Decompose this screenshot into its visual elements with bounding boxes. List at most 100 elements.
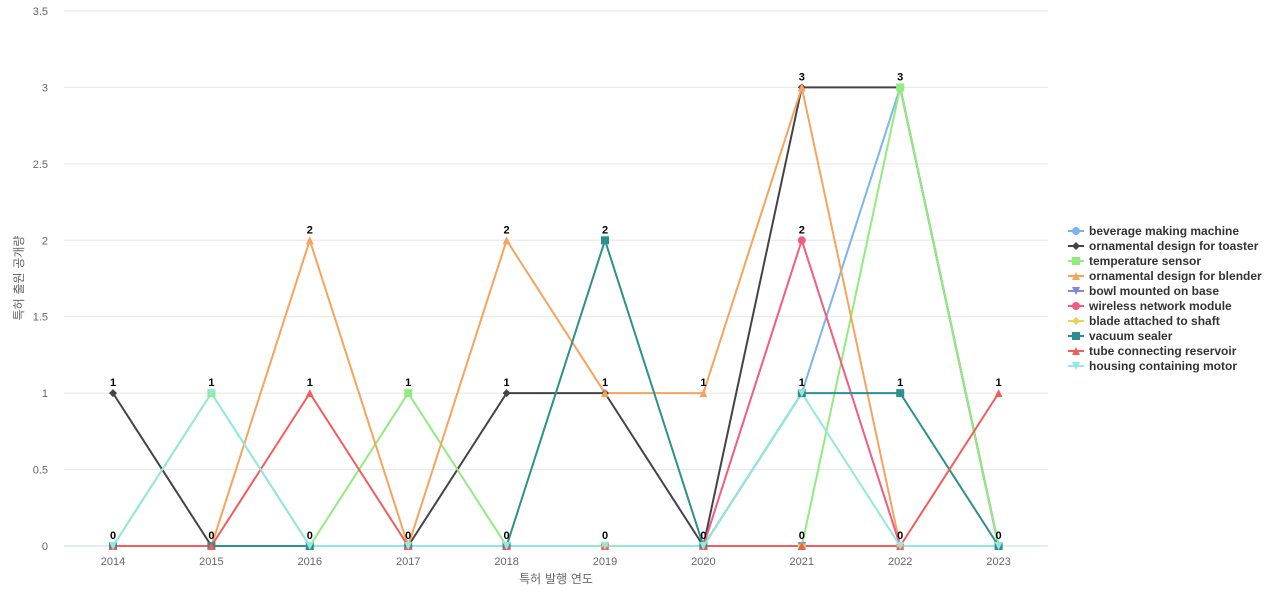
legend-marker xyxy=(1072,257,1080,265)
series-markers xyxy=(109,83,1003,550)
data-point xyxy=(601,236,609,245)
legend-item[interactable]: vacuum sealer xyxy=(1068,329,1173,343)
data-point xyxy=(404,389,413,398)
legend-label: blade attached to shaft xyxy=(1089,314,1220,328)
x-tick-label: 2016 xyxy=(298,556,322,568)
data-point xyxy=(109,542,117,550)
legend-label: bowl mounted on base xyxy=(1089,284,1219,298)
legend-item[interactable]: ornamental design for toaster xyxy=(1068,239,1259,253)
legend-item[interactable]: ornamental design for blender xyxy=(1068,269,1262,283)
legend-item[interactable]: wireless network module xyxy=(1068,299,1232,313)
data-point xyxy=(896,389,905,398)
data-label: 0 xyxy=(208,530,214,542)
data-label: 0 xyxy=(110,530,116,542)
legend-marker xyxy=(1072,362,1080,370)
data-point xyxy=(109,389,117,398)
data-label: 0 xyxy=(405,530,411,542)
data-label: 0 xyxy=(307,530,313,542)
data-point xyxy=(797,236,806,245)
data-label: 3 xyxy=(799,71,805,83)
data-point xyxy=(896,83,905,92)
data-label: 1 xyxy=(700,377,706,389)
data-point xyxy=(305,236,314,245)
y-tick-label: 1.5 xyxy=(33,312,48,324)
legend-label: beverage making machine xyxy=(1089,224,1239,238)
y-tick-label: 2 xyxy=(42,235,48,247)
data-label: 1 xyxy=(110,377,116,389)
data-label: 0 xyxy=(504,530,510,542)
data-point xyxy=(896,542,905,550)
x-tick-label: 2019 xyxy=(593,556,617,568)
data-point xyxy=(305,542,314,550)
legend-item[interactable]: blade attached to shaft xyxy=(1068,314,1220,328)
data-label: 0 xyxy=(897,530,903,542)
data-point xyxy=(502,542,511,550)
data-point xyxy=(797,389,806,398)
legend-label: ornamental design for blender xyxy=(1089,269,1262,283)
series-line xyxy=(113,86,999,547)
data-label: 1 xyxy=(897,377,903,389)
data-point xyxy=(994,389,1003,398)
data-label: 1 xyxy=(307,377,313,389)
legend-marker xyxy=(1072,272,1080,280)
data-label: 2 xyxy=(799,224,805,236)
series-lines xyxy=(112,86,1000,547)
legend-item[interactable]: beverage making machine xyxy=(1068,224,1239,238)
y-tick-label: 2.5 xyxy=(33,159,48,171)
legend-label: tube connecting reservoir xyxy=(1089,344,1237,358)
legend-marker xyxy=(1072,347,1080,355)
data-label: 2 xyxy=(602,224,608,236)
legend-item[interactable]: housing containing motor xyxy=(1068,359,1237,373)
data-label: 1 xyxy=(208,377,214,389)
y-axis-title: 특허 출원 공개량 xyxy=(12,236,26,321)
legend-marker xyxy=(1072,332,1080,340)
legend-label: vacuum sealer xyxy=(1089,329,1173,343)
data-label: 2 xyxy=(504,224,510,236)
data-point xyxy=(699,389,708,398)
y-axis-ticks: 0 0.5 1 1.5 2 2.5 3 3.5 xyxy=(33,6,48,553)
legend-label: wireless network module xyxy=(1088,299,1232,313)
legend-item[interactable]: tube connecting reservoir xyxy=(1068,344,1237,358)
y-tick-label: 0.5 xyxy=(33,465,48,477)
data-point xyxy=(994,542,1003,550)
legend-marker xyxy=(1072,302,1080,310)
data-labels: 1 0 1 0 2 1 0 1 0 2 1 0 2 1 0 1 0 3 2 1 0 3 1 0 1 0 xyxy=(110,71,1002,542)
x-axis-ticks: 2014 2015 2016 2017 2018 2019 2020 2021 2022 2023 xyxy=(101,556,1011,568)
y-tick-label: 0 xyxy=(42,541,48,553)
data-point xyxy=(502,389,511,398)
data-point xyxy=(797,83,806,92)
x-tick-label: 2023 xyxy=(986,556,1010,568)
legend-marker xyxy=(1072,227,1080,235)
legend-label: temperature sensor xyxy=(1089,254,1201,268)
x-tick-label: 2017 xyxy=(396,556,420,568)
data-label: 1 xyxy=(799,377,805,389)
legend-item[interactable]: bowl mounted on base xyxy=(1068,284,1219,298)
x-tick-label: 2015 xyxy=(199,556,223,568)
data-label: 1 xyxy=(504,377,510,389)
data-point xyxy=(305,389,314,398)
x-tick-label: 2022 xyxy=(888,556,912,568)
legend-label: ornamental design for toaster xyxy=(1089,239,1259,253)
data-point xyxy=(502,236,511,245)
x-tick-label: 2014 xyxy=(101,556,125,568)
data-point xyxy=(797,542,806,550)
data-point xyxy=(207,389,216,398)
data-label: 0 xyxy=(799,530,805,542)
x-tick-label: 2021 xyxy=(790,556,814,568)
series-line xyxy=(112,392,999,547)
y-tick-label: 3.5 xyxy=(33,6,48,18)
x-tick-label: 2020 xyxy=(691,556,715,568)
legend-item[interactable]: temperature sensor xyxy=(1068,254,1201,268)
data-label: 0 xyxy=(700,530,706,542)
data-label: 1 xyxy=(996,377,1002,389)
data-label: 1 xyxy=(405,377,411,389)
data-point xyxy=(207,542,216,550)
y-tick-label: 1 xyxy=(42,388,48,400)
data-label: 1 xyxy=(602,377,608,389)
data-label: 3 xyxy=(897,71,903,83)
legend-marker xyxy=(1072,287,1080,295)
data-point xyxy=(699,542,708,550)
legend-marker xyxy=(1072,317,1080,325)
